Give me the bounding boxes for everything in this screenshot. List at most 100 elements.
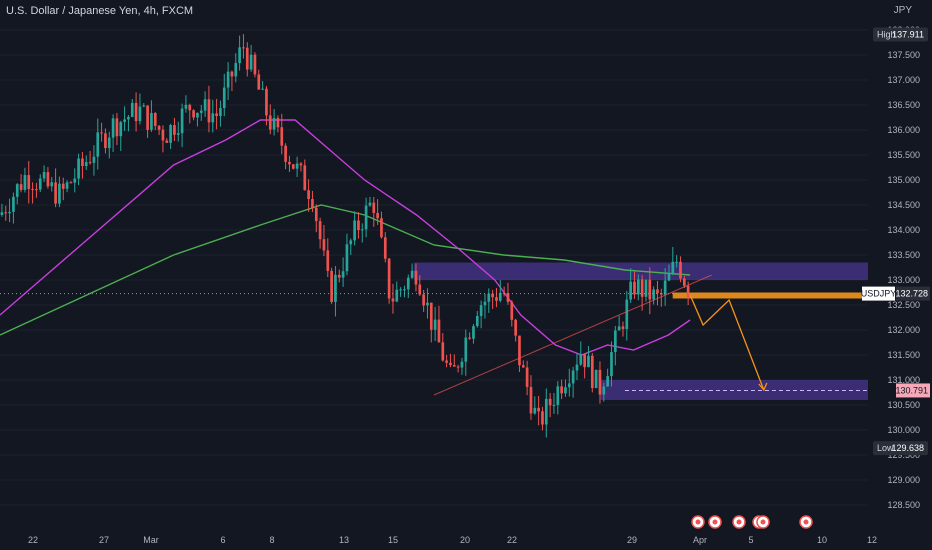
calendar-icons: [691, 515, 813, 529]
candle-body: [426, 302, 429, 306]
candle-body: [383, 237, 387, 259]
candle-body: [537, 407, 540, 412]
candle-body: [261, 88, 264, 90]
candle-body: [219, 108, 222, 116]
y-tick-label: 132.000: [887, 325, 920, 335]
last-price-tag-bg: [896, 286, 930, 301]
candle-body: [671, 261, 675, 274]
flag-icon: [712, 519, 718, 525]
candle-body: [4, 212, 8, 214]
candle-body: [663, 280, 667, 295]
candle-body: [226, 71, 230, 88]
candle-body: [510, 301, 514, 320]
low-marker-label: Low: [877, 443, 894, 453]
y-tick-label: 136.000: [887, 125, 920, 135]
candle-body: [636, 279, 640, 295]
candle-body: [268, 115, 272, 130]
candle-body: [629, 281, 632, 300]
candle-body: [575, 364, 579, 371]
ma-slow-path: [0, 204, 691, 336]
candle-body: [387, 258, 391, 299]
candle-body: [31, 188, 34, 190]
candle-body: [544, 398, 548, 425]
x-tick-label: 8: [269, 535, 274, 545]
candle-body: [514, 319, 517, 336]
candle-body: [594, 369, 598, 389]
candle-body: [38, 178, 42, 190]
y-tick-label: 135.500: [887, 150, 920, 160]
y-tick-label: 136.500: [887, 100, 920, 110]
candle-body: [349, 240, 353, 245]
candle-body: [257, 74, 261, 90]
candle-body: [613, 330, 617, 353]
candle-body: [525, 367, 529, 387]
candle-body: [299, 163, 303, 166]
candle-body: [73, 178, 77, 183]
candle-body: [445, 360, 448, 363]
candle-body: [633, 281, 636, 295]
candle-body: [180, 108, 184, 134]
flag-icon: [695, 519, 701, 525]
candle-body: [571, 370, 575, 384]
candle-body: [165, 140, 169, 143]
candle-body: [472, 326, 475, 339]
candle-body: [196, 112, 199, 118]
candle-body: [54, 182, 57, 204]
candle-body: [138, 106, 142, 122]
candle-body: [640, 279, 644, 297]
candle-body: [644, 279, 648, 297]
candle-body: [242, 47, 245, 49]
target-price-tag-bg: [896, 383, 930, 398]
candle-body: [81, 158, 84, 166]
candle-body: [96, 132, 100, 157]
candle-body: [667, 273, 671, 281]
candle-body: [311, 199, 314, 208]
candle-body: [380, 218, 383, 238]
flag-icon: [760, 519, 766, 525]
candle-body: [372, 202, 376, 213]
candle-body: [518, 335, 521, 366]
candle-body: [88, 162, 92, 164]
candle-body: [376, 212, 379, 219]
x-tick-label: Apr: [693, 535, 707, 545]
candle-body: [590, 355, 594, 389]
high-marker-label: High: [877, 29, 896, 39]
candle-body: [621, 326, 625, 329]
x-tick-label: 22: [507, 535, 517, 545]
candle-body: [475, 315, 479, 327]
candle-body: [341, 271, 345, 278]
y-tick-label: 134.500: [887, 200, 920, 210]
candle-body: [449, 362, 452, 366]
candle-body: [548, 398, 552, 406]
candle-body: [249, 54, 253, 70]
candle-body: [564, 387, 567, 394]
candle-body: [104, 133, 107, 149]
candle-body: [295, 163, 299, 169]
candle-body: [483, 301, 487, 306]
y-tick-label: 130.500: [887, 400, 920, 410]
candle-body: [199, 110, 203, 113]
candle-body: [23, 175, 27, 190]
candle-body: [188, 104, 192, 111]
candles: [0, 34, 690, 438]
y-tick-label: 135.000: [887, 175, 920, 185]
candle-body: [12, 196, 15, 212]
candle-body: [61, 183, 65, 189]
candle-body: [176, 133, 180, 135]
y-tick-label: 132.500: [887, 300, 920, 310]
candle-body: [552, 404, 556, 406]
y-tick-label: 128.500: [887, 500, 920, 510]
candle-body: [437, 319, 441, 343]
candle-body: [487, 293, 491, 302]
candle-body: [617, 326, 621, 331]
x-tick-label: 5: [748, 535, 753, 545]
candle-body: [42, 172, 46, 179]
candle-body: [142, 105, 146, 107]
candle-body: [84, 162, 88, 166]
zones: [414, 262, 868, 400]
candle-body: [541, 411, 544, 425]
candle-body: [406, 277, 410, 290]
candle-body: [69, 182, 73, 184]
y-tick-label: 133.000: [887, 275, 920, 285]
